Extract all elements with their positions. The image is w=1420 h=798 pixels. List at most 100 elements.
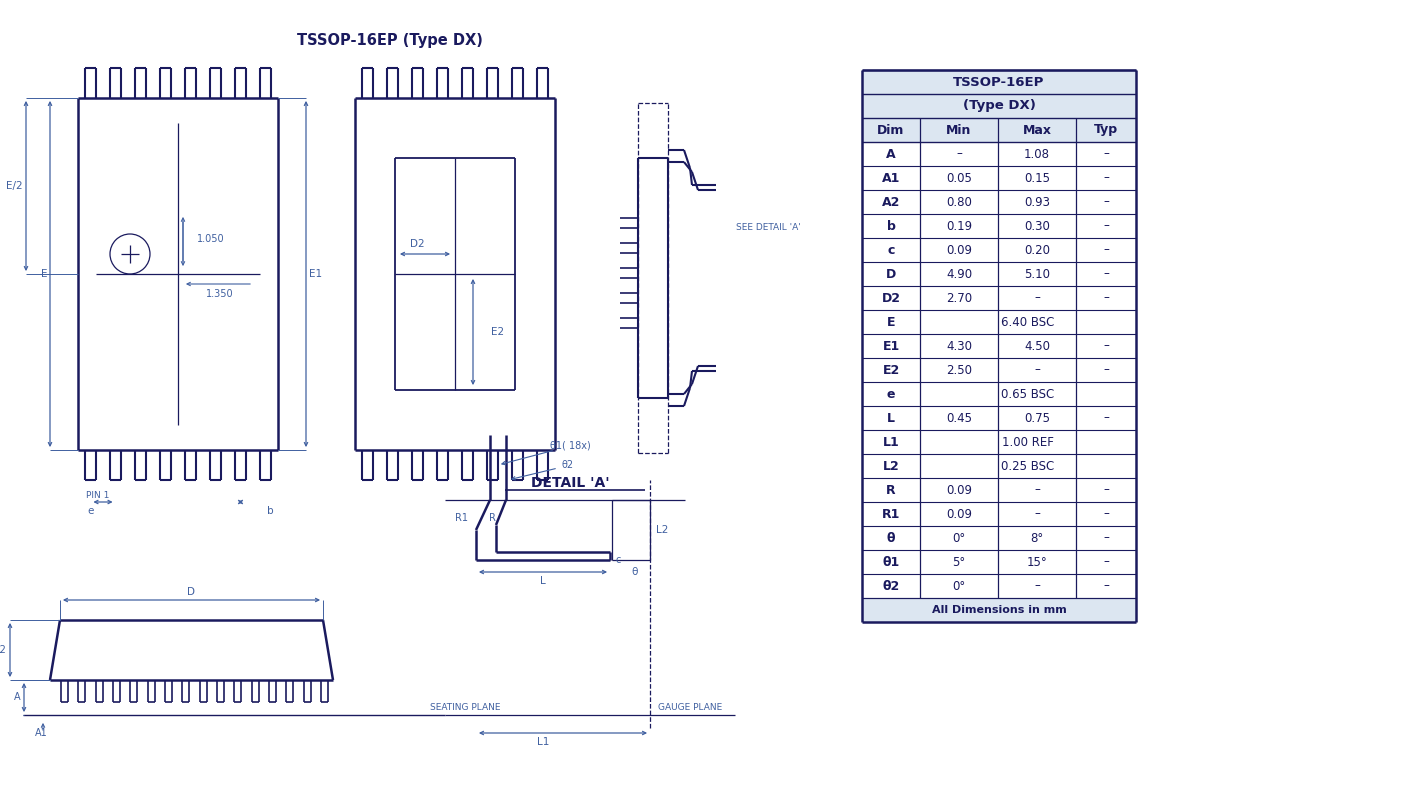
Text: –: –: [1034, 508, 1039, 520]
Text: 0.30: 0.30: [1024, 219, 1049, 232]
Text: b: b: [886, 219, 896, 232]
Text: (Type DX): (Type DX): [963, 100, 1035, 113]
Text: θ: θ: [632, 567, 638, 577]
Text: Dim: Dim: [878, 124, 905, 136]
Text: D2: D2: [882, 291, 900, 305]
Text: 15°: 15°: [1027, 555, 1048, 568]
Text: 5.10: 5.10: [1024, 267, 1049, 281]
Text: 0.05: 0.05: [946, 172, 971, 184]
Bar: [862, 598, 1136, 622]
Bar: [862, 118, 1136, 142]
Text: R1: R1: [454, 513, 469, 523]
Text: D2: D2: [410, 239, 425, 249]
Text: Max: Max: [1022, 124, 1051, 136]
Text: DETAIL 'A': DETAIL 'A': [531, 476, 609, 490]
Text: –: –: [1034, 484, 1039, 496]
Text: TSSOP-16EP: TSSOP-16EP: [953, 76, 1045, 89]
Text: L2: L2: [883, 460, 899, 472]
Text: A: A: [14, 693, 21, 702]
Text: –: –: [956, 148, 961, 160]
Text: L: L: [540, 576, 545, 586]
Text: 0.19: 0.19: [946, 219, 973, 232]
Text: 5°: 5°: [953, 555, 966, 568]
Text: 1.00 REF: 1.00 REF: [1003, 436, 1054, 448]
Text: 2.70: 2.70: [946, 291, 973, 305]
Text: –: –: [1103, 364, 1109, 377]
Text: 4.50: 4.50: [1024, 339, 1049, 353]
Text: –: –: [1103, 243, 1109, 256]
Text: 4.30: 4.30: [946, 339, 973, 353]
Text: 6.40 BSC: 6.40 BSC: [1001, 315, 1055, 329]
Text: 0.65 BSC: 0.65 BSC: [1001, 388, 1055, 401]
Text: A2: A2: [0, 645, 7, 655]
Text: D: D: [187, 587, 196, 597]
Text: Typ: Typ: [1093, 124, 1118, 136]
Text: A: A: [886, 148, 896, 160]
Text: A2: A2: [882, 196, 900, 208]
Text: –: –: [1034, 364, 1039, 377]
Text: TSSOP-16EP (Type DX): TSSOP-16EP (Type DX): [297, 33, 483, 48]
Text: E/2: E/2: [6, 181, 23, 191]
Text: b: b: [267, 506, 274, 516]
Text: θ1( 18x): θ1( 18x): [550, 440, 591, 450]
Text: L1: L1: [883, 436, 899, 448]
Text: 0.25 BSC: 0.25 BSC: [1001, 460, 1055, 472]
Text: –: –: [1103, 484, 1109, 496]
Text: E1: E1: [882, 339, 900, 353]
Text: 0.20: 0.20: [1024, 243, 1049, 256]
Text: R: R: [488, 513, 496, 523]
Text: L: L: [888, 412, 895, 425]
Text: –: –: [1103, 291, 1109, 305]
Text: R1: R1: [882, 508, 900, 520]
Text: Min: Min: [946, 124, 971, 136]
Text: E: E: [886, 315, 895, 329]
Text: E1: E1: [310, 269, 322, 279]
Text: 0.09: 0.09: [946, 484, 973, 496]
Text: 0.09: 0.09: [946, 508, 973, 520]
Text: 0.15: 0.15: [1024, 172, 1049, 184]
Text: 1.350: 1.350: [206, 289, 234, 299]
Text: –: –: [1103, 148, 1109, 160]
Text: E2: E2: [491, 327, 504, 337]
Text: –: –: [1034, 291, 1039, 305]
Text: 4.90: 4.90: [946, 267, 973, 281]
Text: θ: θ: [886, 531, 895, 544]
Text: 0.93: 0.93: [1024, 196, 1049, 208]
Text: 1.08: 1.08: [1024, 148, 1049, 160]
Text: –: –: [1103, 267, 1109, 281]
Text: A1: A1: [36, 728, 48, 738]
Text: 0.45: 0.45: [946, 412, 973, 425]
Text: GAUGE PLANE: GAUGE PLANE: [657, 702, 723, 712]
Text: 0.09: 0.09: [946, 243, 973, 256]
Text: –: –: [1103, 579, 1109, 592]
Text: –: –: [1103, 555, 1109, 568]
Text: 1.050: 1.050: [197, 234, 224, 244]
Text: 0.75: 0.75: [1024, 412, 1049, 425]
Text: –: –: [1103, 508, 1109, 520]
Text: D: D: [886, 267, 896, 281]
Text: –: –: [1103, 531, 1109, 544]
Text: L2: L2: [656, 525, 669, 535]
Text: R: R: [886, 484, 896, 496]
Text: All Dimensions in mm: All Dimensions in mm: [932, 605, 1066, 615]
Text: E: E: [41, 269, 47, 279]
Text: e: e: [87, 506, 94, 516]
Text: e: e: [886, 388, 895, 401]
Text: 0.80: 0.80: [946, 196, 971, 208]
Text: L1: L1: [537, 737, 550, 747]
Text: –: –: [1034, 579, 1039, 592]
Text: θ2: θ2: [882, 579, 900, 592]
Text: 8°: 8°: [1031, 531, 1044, 544]
Text: –: –: [1103, 219, 1109, 232]
Text: –: –: [1103, 339, 1109, 353]
Text: SEATING PLANE: SEATING PLANE: [430, 702, 500, 712]
Text: θ1: θ1: [882, 555, 900, 568]
Text: –: –: [1103, 412, 1109, 425]
Text: 0°: 0°: [953, 531, 966, 544]
Text: 0°: 0°: [953, 579, 966, 592]
Text: A1: A1: [882, 172, 900, 184]
Text: PIN 1: PIN 1: [87, 491, 109, 500]
Text: θ2: θ2: [562, 460, 574, 470]
Text: c: c: [888, 243, 895, 256]
Text: –: –: [1103, 172, 1109, 184]
